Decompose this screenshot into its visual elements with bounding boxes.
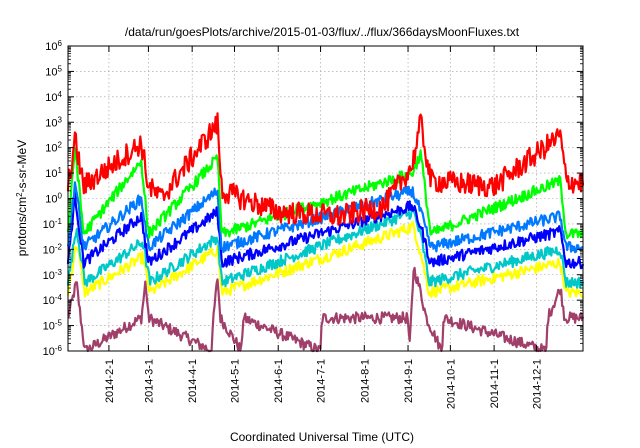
chart-title: /data/run/goesPlots/archive/2015-01-03/f… (125, 25, 520, 39)
x-axis: 2014-2-1 2014-3-1 2014-4-1 2014-5-1 2014-6-1… (104, 46, 543, 409)
y-tick-label: 103 (45, 115, 62, 130)
flux-series-line (66, 189, 585, 270)
x-tick-label: 2014-5-1 (229, 359, 241, 403)
y-axis-label-text-end: -s-sr-MeV (15, 140, 29, 193)
y-tick-label: 10-3 (43, 267, 63, 282)
x-tick-label: 2014-12-1 (531, 359, 543, 409)
y-tick-label: 100 (45, 191, 62, 206)
y-tick-label: 106 (45, 39, 62, 54)
y-tick-label: 10-4 (43, 293, 63, 308)
x-tick-label: 2014-7-1 (316, 359, 328, 403)
flux-series-line (67, 266, 585, 353)
x-tick-label: 2014-6-1 (273, 359, 285, 403)
y-axis-label-text: protons/cm (15, 197, 29, 256)
flux-series-line (66, 147, 584, 240)
flux-series-line (66, 112, 585, 226)
y-axis-label: protons/cm2-s-sr-MeV (15, 140, 30, 256)
y-tick-label: 10-6 (43, 344, 63, 359)
x-tick-label: 2014-10-1 (445, 359, 457, 409)
x-tick-label: 2014-11-1 (489, 359, 501, 408)
y-tick-label: 104 (45, 89, 62, 104)
y-tick-label: 10-2 (43, 242, 63, 256)
x-tick-label: 2014-4-1 (187, 359, 199, 403)
x-tick-label: 2014-9-1 (403, 359, 415, 403)
y-axis: 10-6 10-5 10-4 10-3 10-2 10-1 100 101 102 103 104 1… (43, 39, 583, 359)
y-tick-label: 10-1 (43, 216, 63, 231)
x-axis-label: Coordinated Universal Time (UTC) (230, 430, 414, 444)
flux-series-line (66, 208, 585, 289)
flux-series-line (66, 220, 584, 299)
flux-series-line (66, 181, 584, 254)
x-tick-label: 2014-3-1 (143, 359, 155, 403)
series-group (66, 112, 585, 353)
x-tick-label: 2014-8-1 (359, 359, 371, 403)
y-tick-label: 101 (45, 166, 62, 181)
y-axis-label-superscript: 2 (15, 192, 24, 197)
y-tick-label: 10-5 (43, 318, 63, 333)
y-tick-label: 102 (45, 140, 62, 155)
y-tick-label: 105 (45, 64, 62, 79)
x-tick-label: 2014-2-1 (104, 359, 116, 403)
